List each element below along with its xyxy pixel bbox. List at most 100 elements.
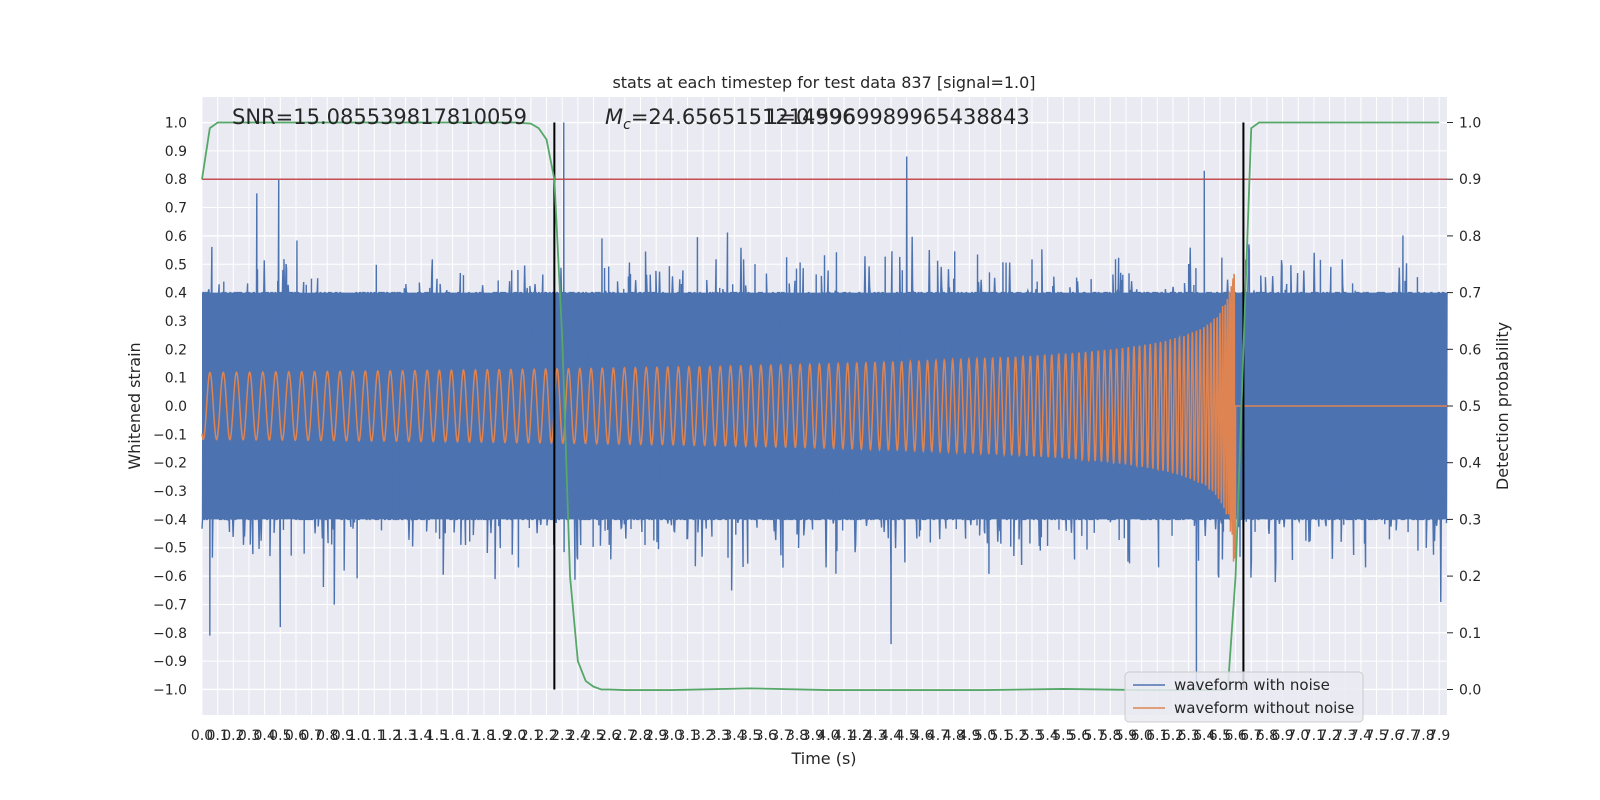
x-tick-label: 1.8: [473, 728, 495, 744]
x-tick-label: 4.4: [880, 728, 902, 744]
x-tick-label: 4.6: [911, 728, 933, 744]
y-tick-label-right: 0.7: [1459, 286, 1481, 302]
x-tick-label: 0.1: [207, 728, 229, 744]
x-tick-label: 3.3: [708, 728, 730, 744]
chirp-mass-subscript: c: [623, 117, 631, 133]
x-tick-label: 6.6: [1224, 728, 1246, 744]
chirp-mass-annotation: Mc=24.6565151214996: [605, 105, 856, 133]
legend-label-noise: waveform with noise: [1174, 676, 1330, 694]
y-tick-label-right: 0.9: [1459, 172, 1481, 188]
y-tick-label-left: 1.0: [165, 116, 187, 132]
x-tick-label: 7.5: [1365, 728, 1387, 744]
y-tick-label-right: 0.6: [1459, 342, 1481, 358]
x-tick-label: 4.9: [958, 728, 980, 744]
x-tick-label: 7.2: [1318, 728, 1340, 744]
y-tick-label-right: 0.2: [1459, 569, 1481, 585]
y-tick-label-left: 0.9: [165, 144, 187, 160]
x-tick-label: 3.2: [692, 728, 714, 744]
x-tick-label: 6.7: [1240, 728, 1262, 744]
x-tick-label: 7.9: [1428, 728, 1450, 744]
x-tick-labels: 0.00.10.20.30.40.50.60.70.80.91.01.11.2 1…: [191, 728, 1450, 744]
snr-annotation: SNR=15.085539817810059: [232, 105, 527, 129]
x-tick-label: 7.7: [1397, 728, 1419, 744]
y-tick-label-left: −0.3: [153, 484, 187, 500]
x-tick-label: 2.1: [520, 728, 542, 744]
x-axis-label: Time (s): [790, 749, 856, 768]
x-tick-label: 2.8: [629, 728, 651, 744]
x-tick-label: 0.6: [285, 728, 307, 744]
x-tick-label: 2.3: [551, 728, 573, 744]
x-tick-label: 5.1: [990, 728, 1012, 744]
chirp-mass-value: =24.6565151214996: [631, 105, 856, 129]
x-tick-label: 3.5: [739, 728, 761, 744]
legend-box: [1124, 671, 1364, 723]
x-tick-label: 5.7: [1084, 728, 1106, 744]
x-tick-label: 7.8: [1412, 728, 1434, 744]
legend-label-clean: waveform without noise: [1174, 699, 1354, 717]
y-tick-label-left: −0.8: [153, 626, 187, 642]
y-tick-label-left: −0.9: [153, 654, 187, 670]
x-tick-label: 6.4: [1193, 728, 1215, 744]
x-tick-label: 5.9: [1115, 728, 1137, 744]
x-tick-label: 5.4: [1037, 728, 1059, 744]
y-axis-label-left: Whitened strain: [125, 342, 144, 469]
y-tick-label-left: −1.0: [153, 682, 187, 698]
x-tick-label: 2.0: [504, 728, 526, 744]
x-tick-label: 1.4: [410, 728, 432, 744]
x-tick-label: 6.0: [1130, 728, 1152, 744]
x-tick-label: 0.7: [300, 728, 322, 744]
x-tick-label: 7.6: [1381, 728, 1403, 744]
x-tick-label: 0.3: [238, 728, 260, 744]
y-tick-label-left: 0.5: [165, 257, 187, 273]
y-tick-label-left: 0.8: [165, 172, 187, 188]
chart-title: stats at each timestep for test data 837…: [612, 73, 1035, 92]
x-tick-label: 3.9: [802, 728, 824, 744]
x-tick-label: 6.9: [1271, 728, 1293, 744]
y-tick-label-left: −0.1: [153, 427, 187, 443]
y-tick-label-right: 1.0: [1459, 116, 1481, 132]
x-tick-label: 1.1: [363, 728, 385, 744]
x-tick-label: 2.5: [582, 728, 604, 744]
x-tick-label: 4.5: [896, 728, 918, 744]
x-tick-label: 2.2: [535, 728, 557, 744]
x-tick-label: 0.0: [191, 728, 213, 744]
y-tick-label-right: 0.4: [1459, 456, 1481, 472]
x-tick-label: 6.2: [1162, 728, 1184, 744]
y-axis-label-right: Detection probability: [1493, 322, 1512, 490]
y-tick-label-right: 0.1: [1459, 626, 1481, 642]
x-tick-label: 4.0: [817, 728, 839, 744]
y-tick-label-right: 0.3: [1459, 512, 1481, 528]
x-tick-label: 4.8: [943, 728, 965, 744]
x-tick-label: 0.8: [316, 728, 338, 744]
x-tick-label: 2.7: [614, 728, 636, 744]
x-tick-label: 7.3: [1334, 728, 1356, 744]
x-tick-label: 1.9: [488, 728, 510, 744]
x-tick-label: 0.9: [332, 728, 354, 744]
x-tick-label: 3.8: [786, 728, 808, 744]
x-tick-label: 6.1: [1146, 728, 1168, 744]
series-detection-probability: [201, 121, 1440, 691]
noise-trace: [201, 122, 1448, 690]
x-tick-label: 1.0: [347, 728, 369, 744]
y-tick-label-left: 0.6: [165, 229, 187, 245]
y-tick-label-left: 0.2: [165, 342, 187, 358]
x-tick-label: 5.5: [1052, 728, 1074, 744]
x-tick-label: 4.7: [927, 728, 949, 744]
x-tick-label: 1.7: [457, 728, 479, 744]
x-tick-label: 0.5: [269, 728, 291, 744]
y-tick-label-left: 0.3: [165, 314, 187, 330]
x-tick-label: 3.4: [723, 728, 745, 744]
y-tick-label-left: 0.4: [165, 286, 187, 302]
x-tick-label: 0.2: [222, 728, 244, 744]
x-tick-label: 1.2: [379, 728, 401, 744]
y-tick-label-left: 0.0: [165, 399, 187, 415]
y-tick-labels-right: 0.0 0.1 0.2 0.3 0.4 0.5 0.6 0.7 0.8 0.9 1.0: [1447, 116, 1481, 698]
x-tick-label: 0.4: [254, 728, 276, 744]
x-tick-label: 4.1: [833, 728, 855, 744]
x-tick-label: 6.8: [1256, 728, 1278, 744]
y-tick-label-right: 0.5: [1459, 399, 1481, 415]
y-tick-label-left: −0.7: [153, 597, 187, 613]
x-tick-label: 5.8: [1099, 728, 1121, 744]
x-tick-label: 2.4: [567, 728, 589, 744]
y-tick-label-right: 0.8: [1459, 229, 1481, 245]
